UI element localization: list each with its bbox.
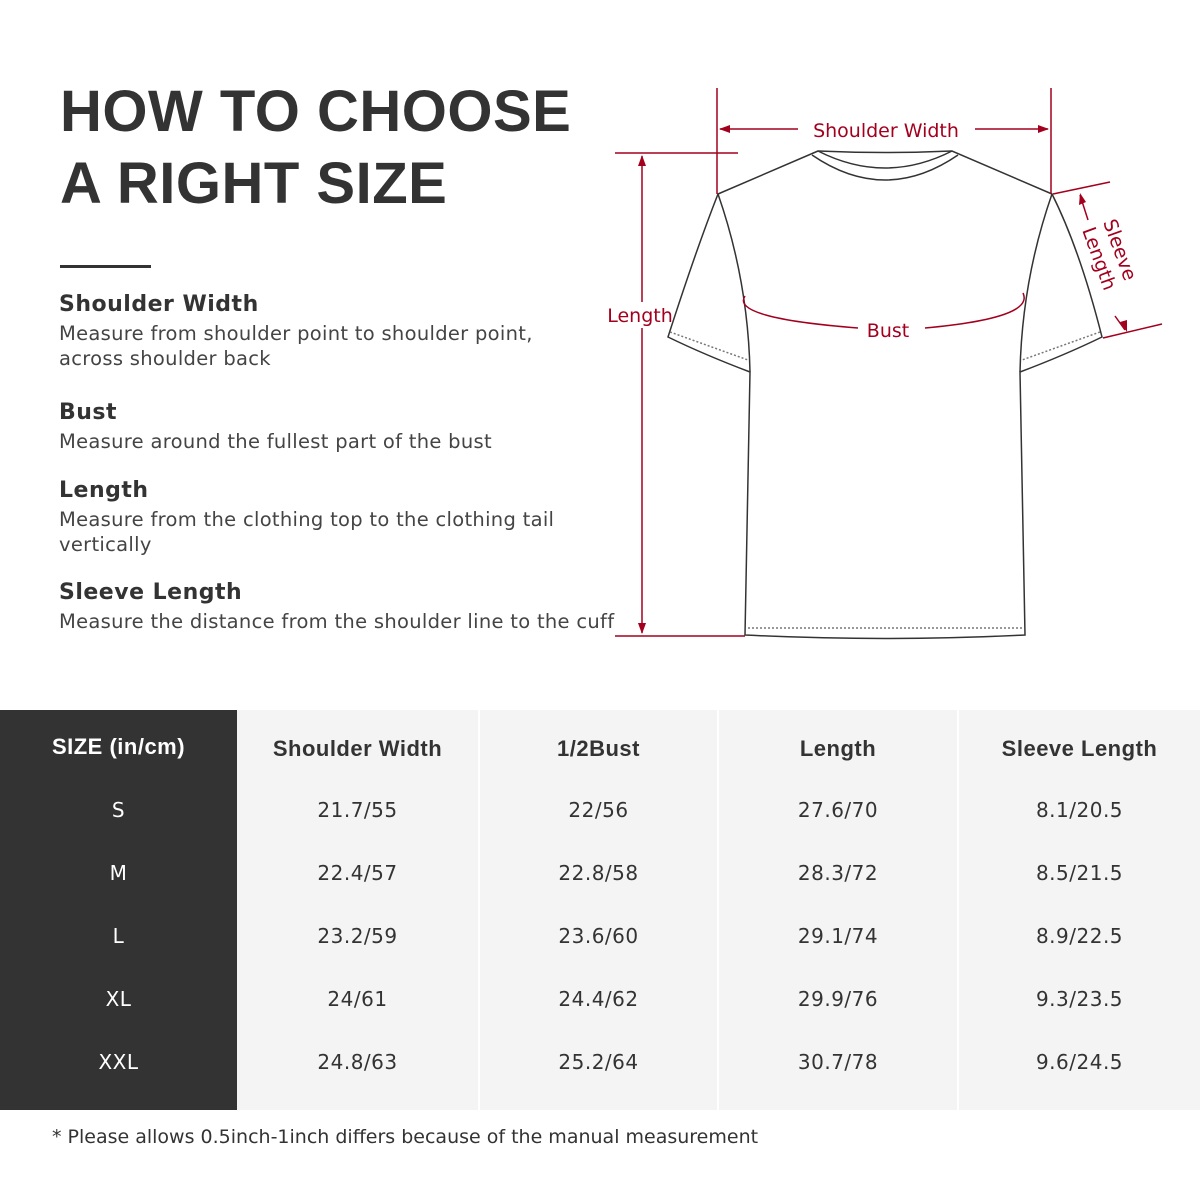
header-size: SIZE (in/cm): [51, 734, 186, 759]
size-table: SIZE (in/cm) S M L XL XXL Shoulder Width 21.7/5…: [0, 710, 1200, 1110]
cell-size: S: [111, 798, 126, 822]
header-sleeve-length: Sleeve Length: [1001, 736, 1158, 761]
cell-shoulder-width: 21.7/55: [317, 798, 398, 822]
cell-shoulder-width: 23.2/59: [317, 924, 398, 948]
cell-sleeve-length: 9.6/24.5: [1035, 1050, 1124, 1074]
cell-length: 30.7/78: [797, 1050, 879, 1074]
cell-size: M: [109, 861, 128, 885]
arrowheads: [638, 125, 1127, 634]
column-sleeve-length: Sleeve Length 8.1/20.5 8.5/21.5 8.9/22.5 9.3…: [959, 710, 1200, 1110]
cell-length: 28.3/72: [797, 861, 879, 885]
measure-sleeve-length: Sleeve Length Measure the distance from t…: [59, 580, 615, 633]
cell-sleeve-length: 8.1/20.5: [1035, 798, 1124, 822]
cell-shoulder-width: 24.8/63: [317, 1050, 398, 1074]
cell-size: L: [112, 924, 125, 948]
cell-half-bust: 23.6/60: [558, 924, 639, 948]
cell-half-bust: 25.2/64: [558, 1050, 639, 1074]
column-size: SIZE (in/cm) S M L XL XXL: [0, 710, 237, 1110]
cell-sleeve-length: 9.3/23.5: [1035, 987, 1124, 1011]
cell-sleeve-length: 8.5/21.5: [1035, 861, 1124, 885]
cell-length: 27.6/70: [797, 798, 879, 822]
cell-size: XL: [105, 987, 132, 1011]
cell-shoulder-width: 22.4/57: [317, 861, 398, 885]
measure-length: Length Measure from the clothing top to t…: [59, 478, 555, 556]
tshirt-outline: [667, 150, 1103, 640]
tshirt-diagram: Shoulder Width Length Bust Sleeve Length: [607, 88, 1163, 640]
column-length: Length 27.6/70 28.3/72 29.1/74 29.9/76 30.7/7…: [719, 710, 957, 1110]
column-shoulder-width: Shoulder Width 21.7/55 22.4/57 23.2/59 24/61…: [237, 710, 478, 1110]
label-bust: Bust: [867, 320, 909, 342]
cell-shoulder-width: 24/61: [327, 987, 388, 1011]
column-half-bust: 1/2Bust 22/56 22.8/58 23.6/60 24.4/62 25.2/64: [480, 710, 717, 1110]
measure-shoulder-width: Shoulder Width Measure from shoulder poin…: [59, 292, 533, 370]
page-title: HOW TO CHOOSE A RIGHT SIZE: [60, 79, 572, 216]
header-shoulder-width: Shoulder Width: [272, 736, 443, 761]
header-half-bust: 1/2Bust: [557, 736, 640, 761]
cell-half-bust: 22/56: [568, 798, 629, 822]
measure-bust: Bust Measure around the fullest part of t…: [59, 400, 492, 453]
measurement-note: * Please allows 0.5inch-1inch differs be…: [52, 1126, 759, 1148]
divider: [60, 265, 151, 268]
label-length: Length: [607, 305, 673, 327]
cell-half-bust: 24.4/62: [558, 987, 639, 1011]
measure-lines: [615, 88, 1163, 637]
cell-length: 29.1/74: [797, 924, 879, 948]
header-length: Length: [799, 736, 877, 761]
label-shoulder-width: Shoulder Width: [813, 120, 959, 142]
cell-half-bust: 22.8/58: [558, 861, 639, 885]
cell-length: 29.9/76: [797, 987, 879, 1011]
cell-sleeve-length: 8.9/22.5: [1035, 924, 1124, 948]
cell-size: XXL: [98, 1050, 139, 1074]
